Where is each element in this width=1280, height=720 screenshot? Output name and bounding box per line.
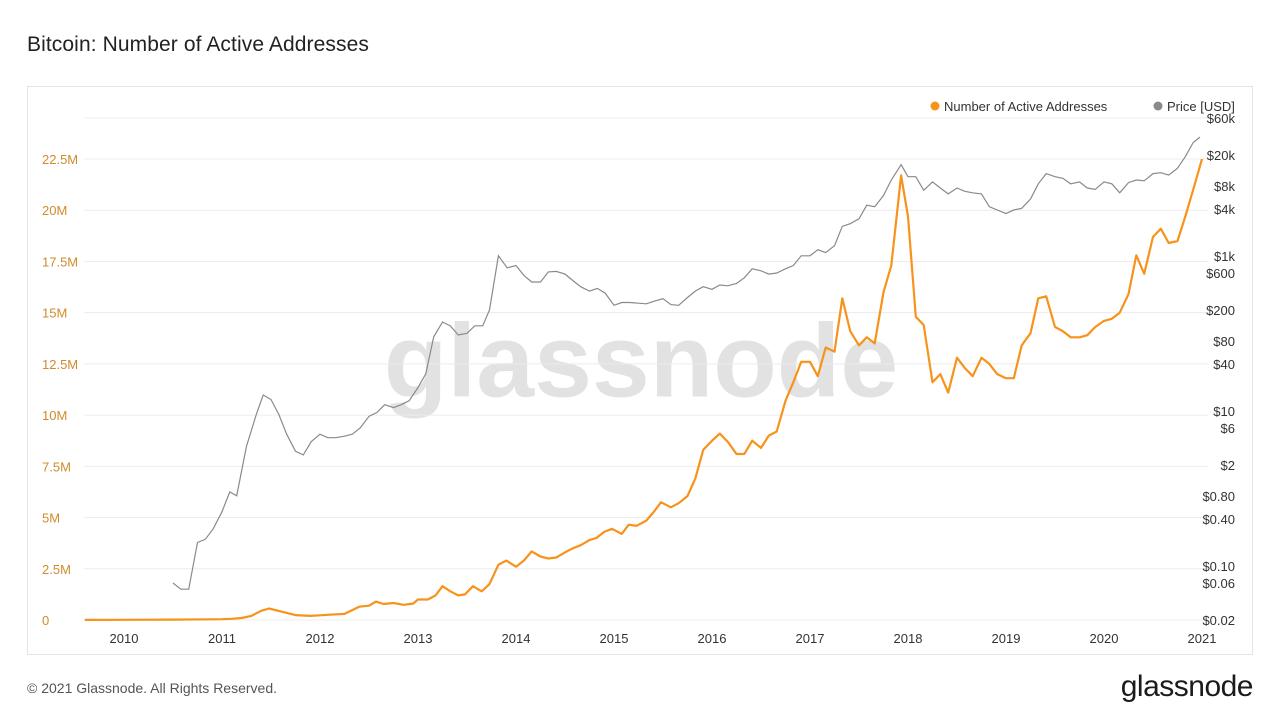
right-axis: $60k $20k $8k $4k $1k $600 $200 $80 $40 $10 $6 $2 $0… [1202, 111, 1235, 628]
left-tick-label: 17.5M [42, 254, 78, 269]
grid [84, 117, 1208, 621]
legend-item-active-addresses[interactable]: Number of Active Addresses [930, 99, 1108, 114]
right-tick-label: $10 [1213, 404, 1235, 419]
x-tick-label: 2016 [698, 631, 727, 646]
legend-item-price[interactable]: Price [USD] [1153, 99, 1235, 114]
right-tick-label: $80 [1213, 334, 1235, 349]
right-tick-label: $0.02 [1202, 613, 1235, 628]
page-title: Bitcoin: Number of Active Addresses [27, 33, 369, 56]
right-tick-label: $600 [1206, 266, 1235, 281]
chart-svg: glassnode 2010 2011 2012 2013 2014 2015 2016 20… [42, 99, 1235, 646]
right-tick-label: $60k [1207, 111, 1236, 126]
x-tick-label: 2013 [404, 631, 433, 646]
legend-label: Number of Active Addresses [944, 99, 1108, 114]
series-line-active-addresses [84, 158, 1204, 621]
right-tick-label: $0.40 [1202, 512, 1235, 527]
left-tick-label: 22.5M [42, 152, 78, 167]
right-tick-label: $0.80 [1202, 489, 1235, 504]
left-tick-label: 0 [42, 613, 49, 628]
left-tick-label: 7.5M [42, 459, 71, 474]
left-tick-label: 2.5M [42, 562, 71, 577]
right-tick-label: $4k [1214, 202, 1235, 217]
copyright-footer: © 2021 Glassnode. All Rights Reserved. [27, 680, 278, 696]
series-line-price [172, 136, 1201, 590]
left-tick-label: 20M [42, 203, 67, 218]
right-tick-label: $200 [1206, 303, 1235, 318]
x-tick-label: 2014 [502, 631, 531, 646]
legend-dot-icon [1153, 101, 1163, 111]
right-tick-label: $20k [1207, 148, 1236, 163]
right-tick-label: $0.06 [1202, 576, 1235, 591]
chart-panel: glassnode 2010 2011 2012 2013 2014 2015 2016 20… [27, 86, 1253, 655]
legend-dot-icon [930, 101, 940, 111]
x-tick-label: 2019 [992, 631, 1021, 646]
right-tick-label: $2 [1221, 458, 1235, 473]
x-tick-label: 2017 [796, 631, 825, 646]
legend[interactable]: Number of Active Addresses Price [USD] [930, 99, 1235, 114]
right-tick-label: $8k [1214, 179, 1235, 194]
x-tick-label: 2011 [208, 631, 236, 646]
x-tick-label: 2018 [894, 631, 923, 646]
x-tick-label: 2020 [1090, 631, 1119, 646]
right-tick-label: $40 [1213, 357, 1235, 372]
glassnode-logo[interactable]: glassnode [1120, 670, 1254, 703]
left-tick-label: 5M [42, 511, 60, 526]
x-tick-label: 2010 [110, 631, 139, 646]
left-tick-label: 10M [42, 408, 67, 423]
legend-label: Price [USD] [1167, 99, 1235, 114]
right-tick-label: $6 [1221, 421, 1235, 436]
x-tick-label: 2021 [1188, 631, 1217, 646]
x-tick-label: 2015 [600, 631, 629, 646]
right-tick-label: $1k [1214, 249, 1235, 264]
left-tick-label: 15M [42, 306, 67, 321]
left-axis: 0 2.5M 5M 7.5M 10M 12.5M 15M 17.5M 20M 22.5M [42, 152, 78, 628]
x-axis: 2010 2011 2012 2013 2014 2015 2016 2017 2018 2019… [110, 631, 1217, 646]
watermark: glassnode [384, 303, 898, 419]
x-tick-label: 2012 [306, 631, 335, 646]
left-tick-label: 12.5M [42, 357, 78, 372]
right-tick-label: $0.10 [1202, 559, 1235, 574]
